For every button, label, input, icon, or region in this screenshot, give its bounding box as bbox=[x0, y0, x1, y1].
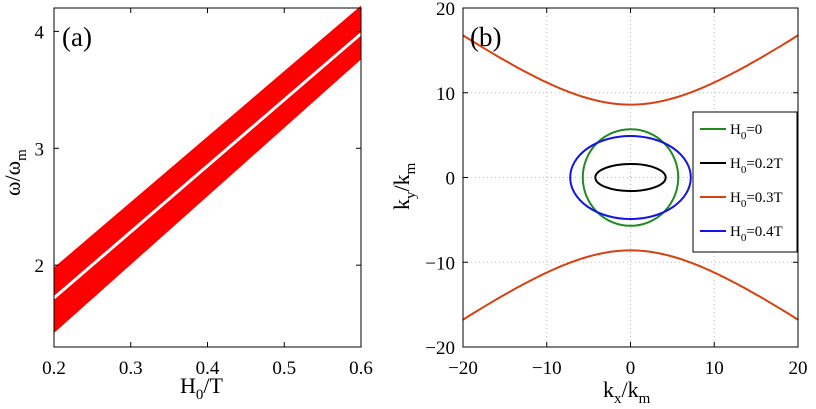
panel-label-a: (a) bbox=[62, 22, 92, 52]
y-tick-label: −10 bbox=[425, 253, 455, 274]
panel-a: 0.2 0.3 0.4 0.5 0.6 2 3 4 (a) H0/T ω/ωm bbox=[0, 5, 373, 403]
series-1-curve bbox=[581, 128, 680, 227]
x-tick-label: 20 bbox=[789, 358, 808, 379]
x-axis-label-a: H0/T bbox=[180, 373, 224, 403]
x-tick-label: 0.3 bbox=[119, 358, 143, 379]
y-axis-label-b: ky/km bbox=[389, 162, 419, 210]
y-tick-label: 0 bbox=[446, 169, 456, 190]
center-line bbox=[53, 32, 362, 300]
plot-b-marks bbox=[463, 34, 798, 321]
ticks-a: 0.2 0.3 0.4 0.5 0.6 2 3 4 bbox=[35, 8, 373, 379]
y-tick-label: 10 bbox=[436, 84, 455, 105]
y-tick-label: 3 bbox=[35, 139, 45, 160]
x-tick-label: 0.6 bbox=[349, 358, 373, 379]
band-area bbox=[54, 5, 361, 333]
y-tick-label: 20 bbox=[436, 0, 455, 20]
x-tick-label: 0.4 bbox=[196, 358, 220, 379]
y-axis-label-a: ω/ωm bbox=[0, 149, 30, 196]
series-3-upper-branch bbox=[463, 34, 798, 106]
series-2-curve bbox=[594, 162, 667, 193]
legend-label-3: H0=0.3T bbox=[730, 190, 783, 210]
x-tick-label: 0 bbox=[626, 358, 636, 379]
legend-box bbox=[692, 111, 798, 253]
legend-label-4: H0=0.4T bbox=[730, 224, 783, 244]
series-4-curve bbox=[569, 134, 692, 221]
legend-label-2: H0=0.2T bbox=[730, 156, 783, 176]
series-3-lower-branch bbox=[463, 249, 798, 321]
legend-label-1: H0=0 bbox=[730, 122, 762, 142]
y-tick-label: 2 bbox=[35, 256, 45, 277]
legend: H0=0 H0=0.2T H0=0.3T H0=0.4T bbox=[692, 111, 798, 253]
x-tick-label: 10 bbox=[705, 358, 724, 379]
y-tick-label: 4 bbox=[35, 22, 45, 43]
x-tick-label: −20 bbox=[448, 358, 478, 379]
ticks-b: −20 −10 0 10 20 20 10 0 −10 −20 bbox=[425, 0, 807, 379]
x-tick-label: −10 bbox=[532, 358, 562, 379]
x-axis-label-b: kx/km bbox=[603, 377, 651, 407]
panel-label-b: (b) bbox=[470, 22, 501, 52]
y-tick-label: −20 bbox=[425, 338, 455, 359]
plot-a-marks bbox=[53, 5, 362, 333]
x-tick-label: 0.2 bbox=[42, 358, 66, 379]
x-tick-label: 0.5 bbox=[272, 358, 296, 379]
